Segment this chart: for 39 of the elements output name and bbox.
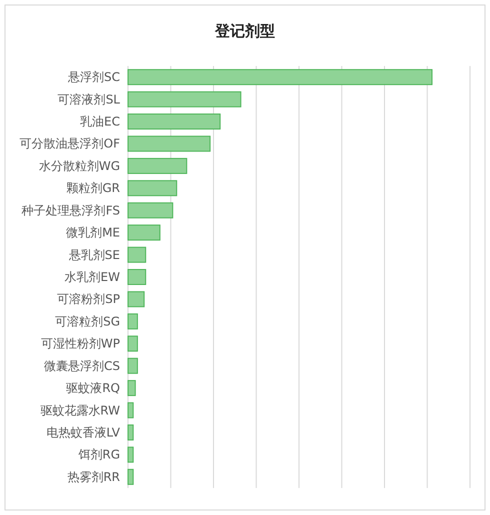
bar bbox=[128, 136, 211, 152]
y-tick-label: 电热蚊香液LV bbox=[46, 425, 121, 440]
y-tick-label: 水乳剂EW bbox=[64, 270, 120, 284]
bar bbox=[128, 424, 134, 440]
y-tick-label: 微乳剂ME bbox=[66, 226, 120, 240]
y-tick-label: 悬浮剂SC bbox=[67, 70, 120, 84]
y-tick-label: 可溶粉剂SP bbox=[57, 292, 120, 306]
y-tick-label: 种子处理悬浮剂FS bbox=[22, 203, 120, 218]
y-tick-label: 热雾剂RR bbox=[67, 470, 120, 484]
bar bbox=[128, 158, 188, 174]
bar bbox=[128, 468, 134, 485]
y-tick-label: 颗粒剂GR bbox=[66, 181, 120, 196]
bar bbox=[128, 380, 136, 396]
bar bbox=[128, 69, 432, 86]
bar bbox=[128, 91, 242, 108]
y-tick-label: 可湿性粉剂WP bbox=[40, 336, 120, 351]
y-tick-label: 可分散油悬浮剂OF bbox=[20, 136, 120, 151]
y-tick-label: 乳油EC bbox=[80, 114, 120, 129]
bar bbox=[128, 202, 174, 218]
bar bbox=[128, 446, 134, 463]
bar bbox=[128, 246, 146, 263]
bar bbox=[128, 291, 145, 308]
bar bbox=[128, 402, 134, 418]
y-tick-label: 可溶液剂SL bbox=[58, 92, 120, 106]
bar bbox=[128, 313, 138, 330]
bar bbox=[128, 269, 146, 285]
y-tick-label: 微囊悬浮剂CS bbox=[44, 358, 120, 373]
y-tick-label: 驱蚊花露水RW bbox=[40, 403, 120, 418]
y-tick-label: 悬乳剂SE bbox=[68, 248, 120, 262]
y-tick-label: 水分散粒剂WG bbox=[38, 158, 120, 173]
bar bbox=[128, 336, 138, 352]
y-tick-label: 驱蚊液RQ bbox=[66, 381, 120, 396]
y-tick-label: 饵剂RG bbox=[77, 448, 120, 462]
chart-title: 登记剂型 bbox=[214, 22, 275, 40]
bar bbox=[128, 180, 178, 196]
bar bbox=[128, 224, 160, 241]
bar bbox=[128, 114, 221, 130]
bar bbox=[128, 358, 138, 374]
y-tick-label: 可溶粒剂SG bbox=[55, 314, 120, 328]
